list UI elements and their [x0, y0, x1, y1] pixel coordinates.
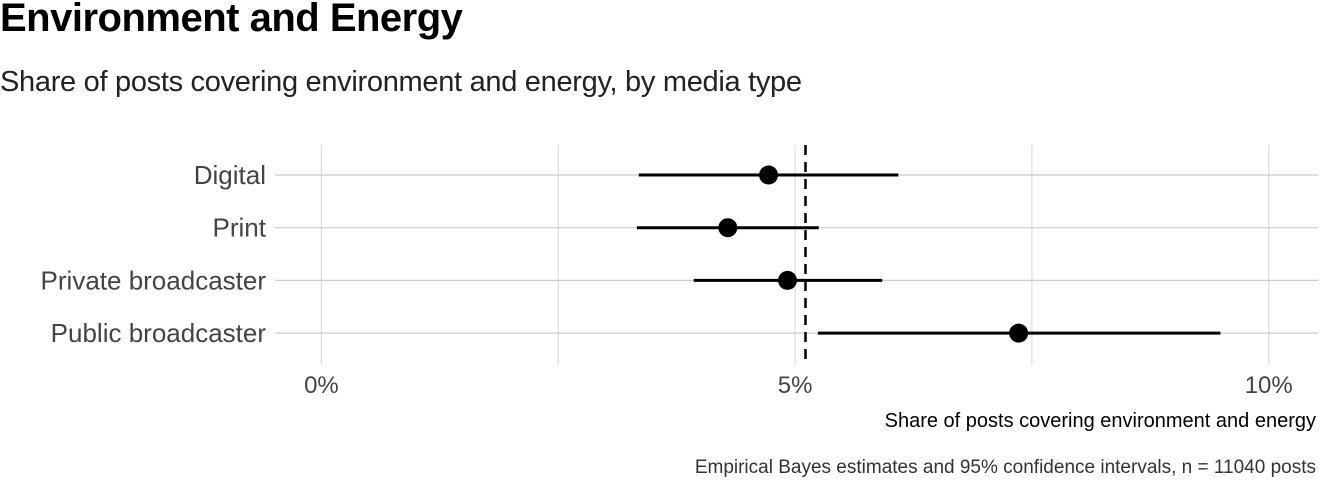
x-tick-label: 0% — [304, 372, 339, 399]
estimate-point — [778, 270, 798, 290]
y-tick-label: Private broadcaster — [41, 265, 267, 295]
estimate-point — [759, 165, 779, 185]
x-axis-label: Share of posts covering environment and … — [885, 410, 1316, 432]
estimate-point — [1009, 323, 1029, 343]
y-tick-label: Print — [213, 213, 267, 243]
y-tick-label: Public broadcaster — [51, 318, 267, 348]
chart-caption: Empirical Bayes estimates and 95% confid… — [695, 457, 1316, 478]
estimate-point — [718, 218, 738, 238]
x-tick-label: 10% — [1245, 372, 1293, 399]
chart-title: Environment and Energy — [0, 0, 463, 40]
y-tick-label: Digital — [194, 160, 266, 190]
chart-subtitle: Share of posts covering environment and … — [0, 66, 802, 98]
x-tick-label: 5% — [778, 372, 813, 399]
